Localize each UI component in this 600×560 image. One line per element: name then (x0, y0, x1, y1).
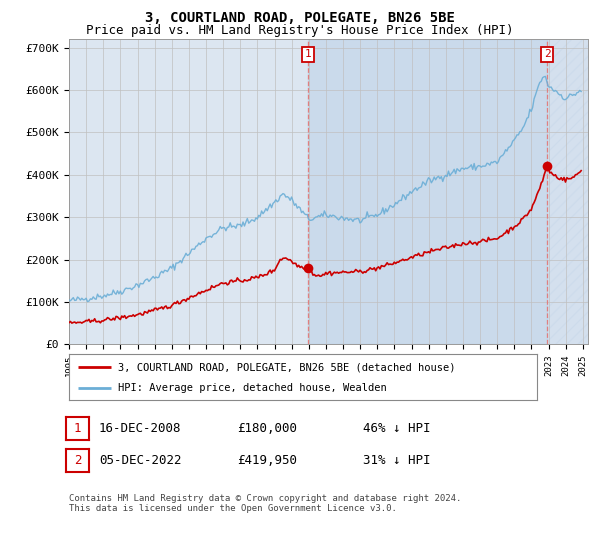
Text: 46% ↓ HPI: 46% ↓ HPI (363, 422, 431, 435)
Text: 2: 2 (74, 454, 81, 467)
Text: Contains HM Land Registry data © Crown copyright and database right 2024.
This d: Contains HM Land Registry data © Crown c… (69, 494, 461, 514)
Text: 05-DEC-2022: 05-DEC-2022 (99, 454, 182, 467)
Text: 1: 1 (74, 422, 81, 435)
Text: 2: 2 (544, 49, 551, 59)
Text: 16-DEC-2008: 16-DEC-2008 (99, 422, 182, 435)
Bar (547, 39, 588, 344)
Text: HPI: Average price, detached house, Wealden: HPI: Average price, detached house, Weal… (118, 382, 387, 393)
Bar (308, 39, 547, 344)
Text: 1: 1 (305, 49, 311, 59)
Text: £180,000: £180,000 (237, 422, 297, 435)
Text: £419,950: £419,950 (237, 454, 297, 467)
Text: Price paid vs. HM Land Registry's House Price Index (HPI): Price paid vs. HM Land Registry's House … (86, 24, 514, 36)
Text: 3, COURTLAND ROAD, POLEGATE, BN26 5BE: 3, COURTLAND ROAD, POLEGATE, BN26 5BE (145, 11, 455, 25)
Text: 3, COURTLAND ROAD, POLEGATE, BN26 5BE (detached house): 3, COURTLAND ROAD, POLEGATE, BN26 5BE (d… (118, 362, 455, 372)
Text: 31% ↓ HPI: 31% ↓ HPI (363, 454, 431, 467)
